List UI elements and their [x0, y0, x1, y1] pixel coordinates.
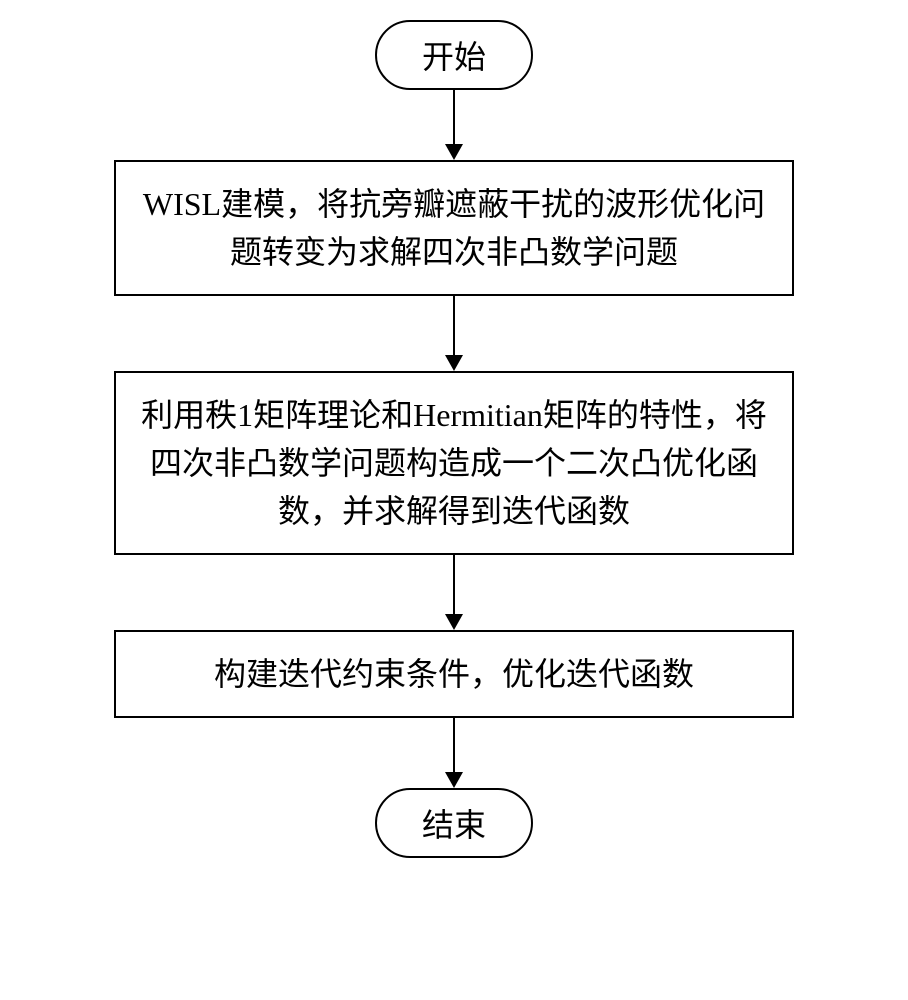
- arrow-4: [445, 718, 463, 788]
- flowchart-container: 开始 WISL建模，将抗旁瓣遮蔽干扰的波形优化问题转变为求解四次非凸数学问题 利…: [114, 20, 794, 858]
- arrow-line: [453, 555, 456, 615]
- step1-label: WISL建模，将抗旁瓣遮蔽干扰的波形优化问题转变为求解四次非凸数学问题: [143, 186, 765, 270]
- process-step-3: 构建迭代约束条件，优化迭代函数: [114, 630, 794, 718]
- start-terminal: 开始: [375, 20, 533, 90]
- arrow-head-icon: [445, 772, 463, 788]
- arrow-2: [445, 296, 463, 371]
- arrow-line: [453, 90, 456, 145]
- arrow-1: [445, 90, 463, 160]
- arrow-head-icon: [445, 355, 463, 371]
- step2-label: 利用秩1矩阵理论和Hermitian矩阵的特性，将四次非凸数学问题构造成一个二次…: [141, 397, 767, 529]
- step3-label: 构建迭代约束条件，优化迭代函数: [214, 656, 694, 692]
- end-terminal: 结束: [375, 788, 533, 858]
- process-step-2: 利用秩1矩阵理论和Hermitian矩阵的特性，将四次非凸数学问题构造成一个二次…: [114, 371, 794, 555]
- start-label: 开始: [422, 39, 486, 75]
- process-step-1: WISL建模，将抗旁瓣遮蔽干扰的波形优化问题转变为求解四次非凸数学问题: [114, 160, 794, 296]
- arrow-head-icon: [445, 614, 463, 630]
- arrow-line: [453, 718, 456, 773]
- end-label: 结束: [422, 807, 486, 843]
- arrow-head-icon: [445, 144, 463, 160]
- arrow-line: [453, 296, 456, 356]
- arrow-3: [445, 555, 463, 630]
